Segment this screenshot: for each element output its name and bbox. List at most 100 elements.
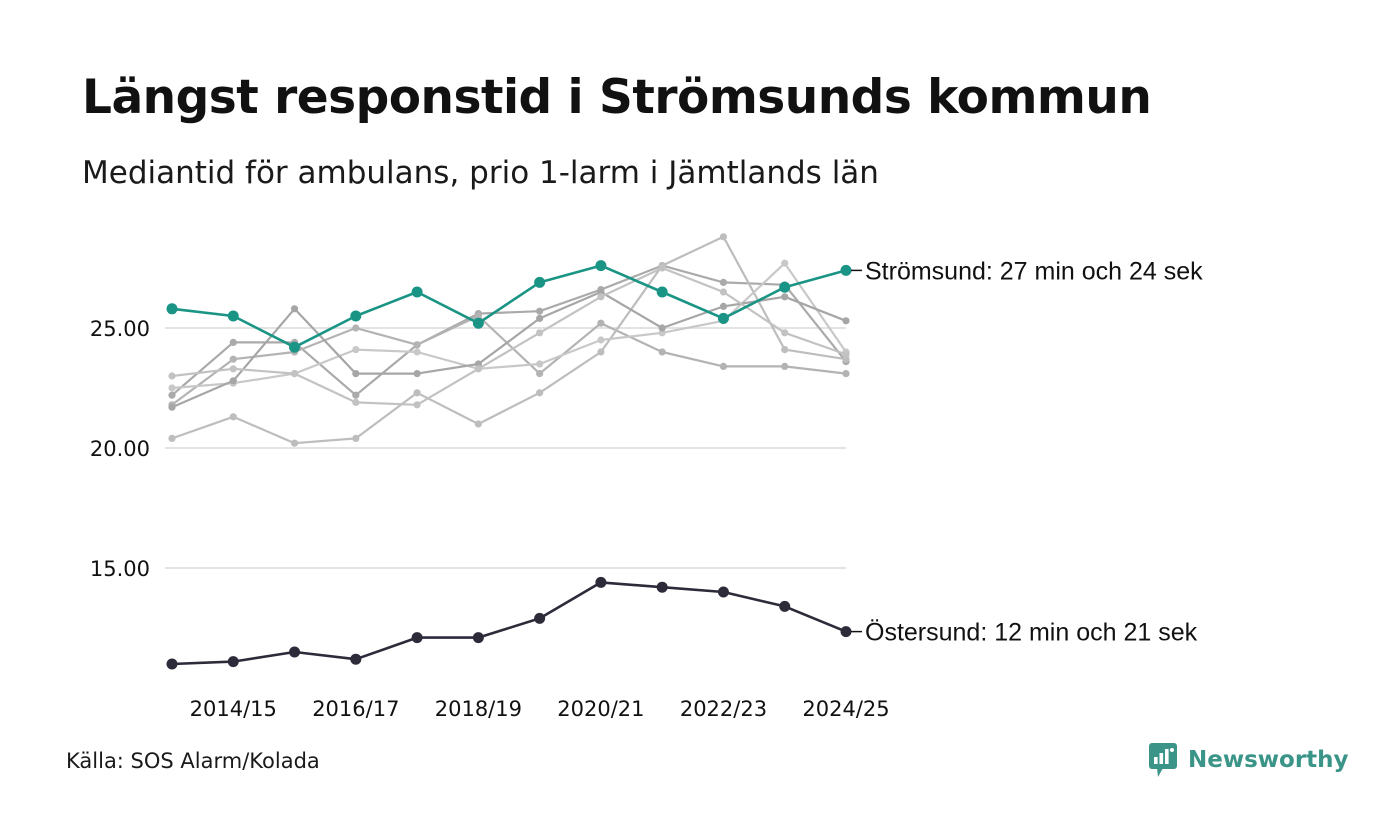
series-line <box>171 581 847 666</box>
data-point <box>781 293 789 301</box>
data-point <box>840 626 852 638</box>
data-point <box>229 355 237 363</box>
series-line <box>171 264 847 397</box>
data-point <box>536 307 544 315</box>
brand-logo[interactable]: Newsworthy <box>1148 742 1349 778</box>
data-point <box>229 338 237 346</box>
data-point <box>229 365 237 373</box>
x-tick-label: 2020/21 <box>557 697 644 721</box>
data-point <box>781 259 789 267</box>
chart-title: Längst responstid i Strömsunds kommun <box>82 70 1152 125</box>
series-end-label: Östersund: 12 min och 21 sek <box>865 619 1198 647</box>
data-point <box>656 286 668 298</box>
data-point <box>352 370 360 378</box>
data-point <box>536 360 544 368</box>
data-point <box>166 303 178 315</box>
data-point <box>717 586 729 598</box>
data-point <box>779 600 791 612</box>
data-point <box>781 329 789 337</box>
x-tick-label: 2022/23 <box>680 697 767 721</box>
series-line <box>171 262 847 390</box>
data-point <box>229 413 237 421</box>
data-point <box>719 288 728 296</box>
data-point <box>597 348 605 356</box>
data-point <box>290 439 299 447</box>
data-point <box>536 314 544 322</box>
data-point <box>352 434 360 442</box>
data-point <box>413 401 421 409</box>
data-point <box>472 317 484 329</box>
data-point <box>781 346 789 354</box>
data-point <box>474 420 482 428</box>
data-point <box>166 658 178 670</box>
line-chart: Strömsund: 27 min och 24 sek Östersund: 1… <box>90 233 1203 721</box>
data-point <box>595 576 607 588</box>
y-tick-label: 20.00 <box>90 437 150 461</box>
series-line <box>171 235 847 445</box>
data-point <box>656 581 668 593</box>
data-point <box>168 403 176 411</box>
brand-name: Newsworthy <box>1188 747 1349 773</box>
data-point <box>597 293 605 301</box>
data-point <box>350 653 362 665</box>
data-point <box>413 389 421 397</box>
data-point <box>719 278 728 286</box>
series-line <box>171 264 847 349</box>
y-tick-label: 25.00 <box>90 317 150 341</box>
series-line <box>171 314 847 406</box>
data-point <box>411 632 423 644</box>
series-end-label: Strömsund: 27 min och 24 sek <box>865 257 1203 285</box>
data-point <box>168 384 176 392</box>
data-point <box>842 370 850 378</box>
newsworthy-logo-icon <box>1149 743 1177 777</box>
data-point <box>352 346 360 354</box>
data-point <box>168 434 176 442</box>
data-point <box>474 365 482 373</box>
data-point <box>658 348 666 356</box>
data-point <box>842 350 850 358</box>
data-point <box>719 302 728 310</box>
data-point <box>536 389 544 397</box>
data-point <box>350 310 362 322</box>
data-point <box>227 310 239 322</box>
data-point <box>289 646 301 658</box>
data-point <box>474 312 482 320</box>
data-point <box>842 317 850 325</box>
x-tick-label: 2016/17 <box>312 697 399 721</box>
series-line <box>171 266 847 406</box>
data-point <box>840 264 852 276</box>
data-point <box>227 656 239 668</box>
data-point <box>352 324 360 332</box>
data-point <box>658 324 666 332</box>
data-point <box>411 286 423 298</box>
data-point <box>595 260 607 272</box>
x-tick-label: 2024/25 <box>802 697 889 721</box>
data-point <box>779 281 791 293</box>
data-point <box>719 233 728 241</box>
data-point <box>597 319 605 327</box>
source-note: Källa: SOS Alarm/Kolada <box>66 749 320 773</box>
data-point <box>352 391 360 399</box>
data-point <box>413 370 421 378</box>
data-point <box>289 341 301 353</box>
data-point <box>472 632 484 644</box>
series-line <box>171 290 847 409</box>
data-point <box>168 372 176 380</box>
data-point <box>534 276 546 288</box>
y-tick-label: 15.00 <box>90 557 150 581</box>
data-point <box>536 329 544 337</box>
data-point <box>352 398 360 406</box>
data-point <box>781 362 789 370</box>
data-point <box>168 391 176 399</box>
data-point <box>290 305 299 313</box>
data-point <box>536 370 544 378</box>
chart-subtitle: Mediantid för ambulans, prio 1-larm i Jä… <box>82 155 879 191</box>
x-tick-label: 2018/19 <box>435 697 522 721</box>
data-point <box>717 312 729 324</box>
data-point <box>290 370 299 378</box>
data-point <box>413 348 421 356</box>
data-point <box>658 264 666 272</box>
data-point <box>413 341 421 349</box>
data-point <box>229 377 237 385</box>
data-point <box>719 362 728 370</box>
